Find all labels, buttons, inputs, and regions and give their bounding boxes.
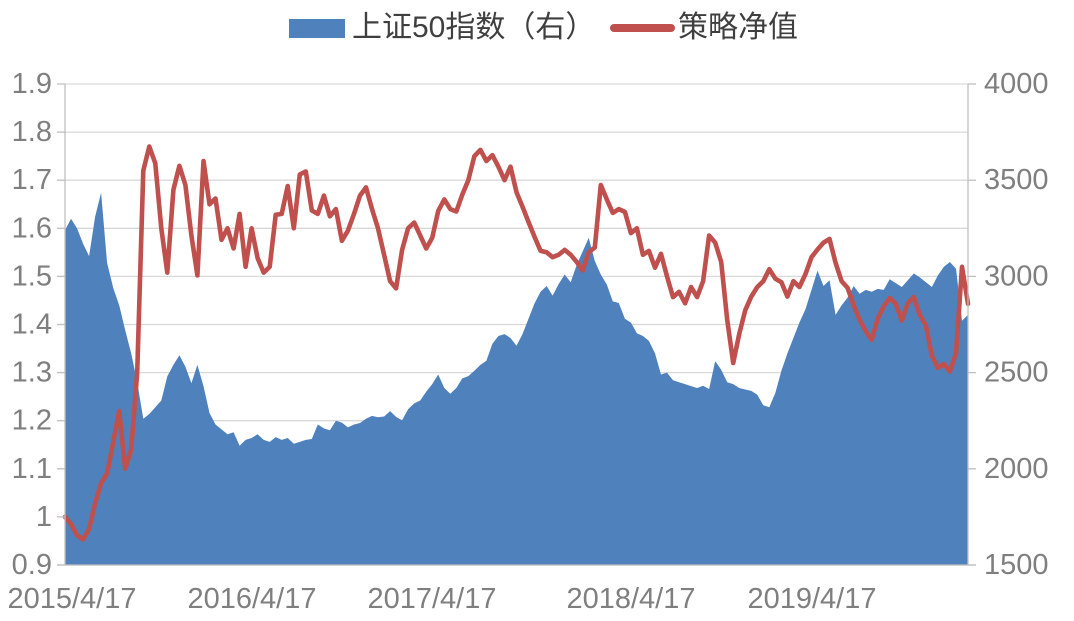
line-series-swatch	[610, 24, 675, 32]
svg-text:4000: 4000	[984, 68, 1049, 100]
svg-text:3000: 3000	[984, 260, 1049, 292]
svg-text:1: 1	[36, 501, 52, 533]
area-series-swatch	[289, 18, 345, 38]
svg-text:2000: 2000	[984, 453, 1049, 485]
legend-label-strategy-nav: 策略净值	[678, 11, 798, 44]
svg-text:1.5: 1.5	[12, 260, 52, 292]
svg-text:2015/4/17: 2015/4/17	[7, 583, 136, 615]
legend-item-strategy-nav: 策略净值	[610, 10, 798, 46]
svg-text:1500: 1500	[984, 549, 1049, 581]
svg-text:2016/4/17: 2016/4/17	[187, 583, 316, 615]
svg-text:2019/4/17: 2019/4/17	[747, 583, 876, 615]
svg-text:1.7: 1.7	[12, 164, 52, 196]
svg-text:2017/4/17: 2017/4/17	[367, 583, 496, 615]
legend-item-sse50-index: 上证50指数（右）	[289, 10, 595, 46]
svg-text:1.4: 1.4	[12, 309, 52, 341]
svg-text:2500: 2500	[984, 357, 1049, 389]
svg-text:1.1: 1.1	[12, 453, 52, 485]
svg-text:1.8: 1.8	[12, 116, 52, 148]
svg-text:1.9: 1.9	[12, 68, 52, 100]
svg-text:0.9: 0.9	[12, 549, 52, 581]
legend-label-sse50: 上证50指数（右）	[352, 11, 596, 44]
svg-text:1.6: 1.6	[12, 212, 52, 244]
svg-text:1.3: 1.3	[12, 357, 52, 389]
chart-legend: 上证50指数（右） 策略净值	[0, 0, 1074, 56]
svg-text:3500: 3500	[984, 164, 1049, 196]
svg-text:1.2: 1.2	[12, 405, 52, 437]
svg-text:2018/4/17: 2018/4/17	[566, 583, 695, 615]
